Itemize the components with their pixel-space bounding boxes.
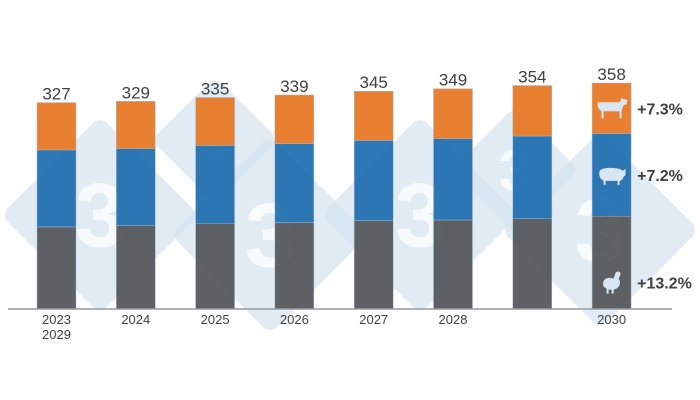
bar-segment-pig-2024 [116, 148, 156, 226]
total-label-2024: 329 [122, 83, 150, 102]
bar-segment-cow-2027 [353, 90, 394, 141]
bar-segment-cow-2023 [36, 102, 77, 151]
bar-segment-cow-2028 [433, 88, 473, 139]
bar-segment-chicken-2025 [195, 223, 235, 310]
total-label-2029: 354 [518, 68, 546, 87]
x-tick-label: 2029 [42, 327, 71, 342]
total-label-2026: 339 [280, 77, 308, 96]
x-tick-label: 2026 [280, 312, 309, 327]
x-tick-label: 2027 [359, 312, 388, 327]
x-tick-label: 2023 [42, 312, 71, 327]
chicken-icon [603, 271, 621, 294]
x-tick-label: 2025 [201, 312, 230, 327]
pig-icon [599, 167, 626, 185]
total-label-2027: 345 [360, 73, 388, 92]
bar-segment-chicken-2030 [591, 215, 632, 310]
growth-label-chicken: +13.2% [637, 276, 692, 293]
bar-segment-cow-2029 [512, 85, 553, 137]
x-tick-label: 2030 [597, 312, 626, 327]
bar-segment-pig-2028 [433, 138, 473, 221]
x-tick-label: 2028 [439, 312, 468, 327]
bar-segment-pig-2027 [353, 140, 394, 221]
total-label-2028: 349 [439, 71, 467, 90]
cow-icon [597, 98, 628, 119]
total-label-2023: 327 [42, 85, 70, 104]
growth-label-cow: +7.3% [637, 101, 683, 118]
growth-label-pig: +7.2% [637, 168, 683, 185]
bar-segment-chicken-2028 [433, 219, 473, 310]
bar-segment-chicken-2029 [512, 218, 553, 310]
bar-segment-chicken-2026 [274, 222, 315, 310]
bar-segment-pig-2023 [36, 149, 77, 228]
x-tick-label: 2024 [121, 312, 150, 327]
bar-segment-chicken-2027 [353, 220, 394, 310]
bar-segment-pig-2026 [274, 143, 315, 223]
bar-segment-cow-2024 [116, 101, 156, 149]
total-label-2030: 358 [597, 65, 625, 84]
bar-segment-chicken-2023 [36, 226, 77, 310]
bar-segment-pig-2025 [195, 145, 235, 225]
bar-segment-chicken-2024 [116, 225, 156, 310]
total-label-2025: 335 [201, 80, 229, 99]
bar-segment-cow-2026 [274, 94, 315, 144]
bar-segment-cow-2025 [195, 97, 235, 146]
bar-segment-pig-2029 [512, 135, 553, 219]
